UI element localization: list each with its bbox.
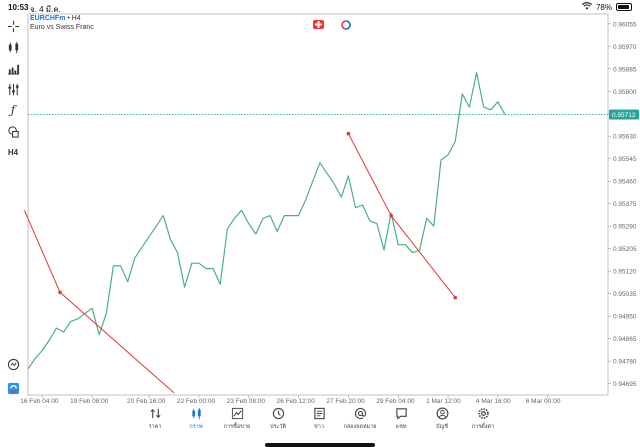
candles-icon[interactable]: [5, 39, 21, 55]
bar-chart-icon[interactable]: [5, 60, 21, 76]
status-date: จ. 4 มี.ค.: [30, 5, 61, 14]
x-tick-label: 6 Mar 00:00: [526, 398, 561, 404]
nav-chat-label: แชท: [395, 424, 407, 430]
nav-settings[interactable]: การตั้งค่า: [461, 407, 505, 431]
wifi-icon: [581, 2, 593, 12]
trendline-handle: [346, 131, 351, 136]
x-tick-label: 26 Feb 12:00: [277, 398, 316, 404]
y-tick-label: 0.94695: [613, 381, 637, 388]
settings-icon: [477, 408, 489, 419]
y-tick-label: 0.95375: [613, 201, 637, 208]
nav-accounts-label: บัญชี: [436, 424, 448, 430]
nav-mailbox[interactable]: กล่องจดหมาย: [338, 407, 382, 431]
price-chart[interactable]: 0.960550.959700.958850.958000.957150.956…: [0, 0, 640, 404]
price-line: [27, 72, 506, 370]
x-tick-label: 19 Feb 08:00: [70, 398, 109, 404]
nav-mailbox-label: กล่องจดหมาย: [343, 424, 377, 430]
status-time: 10:53: [8, 3, 29, 12]
nav-chart[interactable]: กราฟ: [174, 407, 218, 431]
crosshair-icon[interactable]: [5, 18, 21, 34]
nav-trade[interactable]: การซื้อขาย: [215, 407, 259, 431]
y-tick-label: 0.95205: [613, 246, 637, 253]
nav-quotes[interactable]: ราคา: [133, 407, 177, 431]
nav-accounts[interactable]: บัญชี: [420, 407, 464, 431]
y-tick-label: 0.95630: [613, 134, 637, 141]
nav-settings-label: การตั้งค่า: [471, 424, 495, 430]
drawing-toolbar: ƒ H4: [0, 14, 26, 404]
news-icon: [313, 407, 325, 420]
indicator-circle-icon[interactable]: [340, 19, 351, 30]
nav-chart-label: กราฟ: [189, 424, 203, 430]
y-tick-label: 0.95120: [613, 269, 637, 276]
nav-quotes-label: ราคา: [148, 424, 162, 430]
x-tick-label: 20 Feb 16:00: [127, 398, 166, 404]
trendline-handle: [453, 295, 458, 300]
x-tick-label: 4 Mar 16:00: [476, 398, 511, 404]
currency-flags: [313, 19, 351, 30]
y-tick-label: 0.94865: [613, 336, 637, 343]
y-tick-label: 0.95035: [613, 291, 637, 298]
y-tick-label: 0.94950: [613, 314, 637, 321]
bottom-nav: ราคา กราฟ การซื้อขาย ประวัติ ข่าว กล่องจ…: [0, 404, 640, 447]
nav-history[interactable]: ประวัติ: [256, 407, 300, 431]
trade-icon: [231, 407, 243, 420]
trendline: [347, 133, 456, 298]
x-tick-label: 27 Feb 20:00: [326, 398, 365, 404]
status-right: 78%: [581, 2, 632, 12]
broker-logo-icon[interactable]: [5, 380, 21, 396]
nav-history-label: ประวัติ: [269, 424, 287, 430]
nav-trade-label: การซื้อขาย: [223, 424, 251, 430]
symbol-description: Euro vs Swiss Franc: [30, 24, 94, 31]
chart-icon: [191, 407, 201, 420]
chart-header: EURCHFm • H4 Euro vs Swiss Franc: [30, 14, 94, 32]
y-tick-label: 0.95545: [613, 156, 637, 163]
current-price-label: 0.95712: [612, 112, 636, 119]
indicators-icon[interactable]: [5, 81, 21, 97]
function-icon[interactable]: ƒ: [10, 103, 16, 117]
nav-news-label: ข่าว: [314, 424, 324, 430]
timeframe-button[interactable]: H4: [7, 147, 19, 157]
y-tick-label: 0.95970: [613, 44, 637, 51]
timeframe-label: H4: [71, 15, 81, 22]
home-indicator: [265, 443, 375, 447]
current-price-tag: [609, 109, 639, 120]
history-icon: [272, 407, 284, 420]
y-tick-label: 0.96055: [613, 21, 637, 28]
y-tick-label: 0.95460: [613, 179, 637, 186]
status-bar: 10:53 จ. 4 มี.ค. 78%: [0, 0, 640, 14]
battery-icon: [616, 3, 632, 11]
y-tick-label: 0.95885: [613, 66, 637, 73]
trendline-handle: [389, 213, 393, 218]
x-tick-label: 16 Feb 04:00: [20, 398, 59, 404]
zoom-icon[interactable]: [5, 356, 21, 372]
nav-news[interactable]: ข่าว: [297, 407, 341, 431]
battery-percent: 78%: [595, 2, 612, 12]
separator: •: [65, 15, 72, 22]
trendline: [23, 210, 175, 394]
account-icon: [436, 407, 448, 420]
y-tick-label: 0.94780: [613, 359, 637, 366]
x-tick-label: 23 Feb 08:00: [227, 398, 266, 404]
y-tick-label: 0.95290: [613, 224, 637, 231]
nav-chat[interactable]: แชท: [379, 407, 423, 431]
x-tick-label: 22 Feb 00:00: [177, 398, 216, 404]
y-tick-label: 0.95800: [613, 89, 637, 96]
symbol-name[interactable]: EURCHFm: [30, 15, 66, 22]
objects-icon[interactable]: [5, 123, 21, 139]
mail-icon: [354, 407, 366, 419]
plot-frame: [27, 13, 609, 396]
arrows-icon: [149, 408, 161, 419]
trendline-handle: [58, 290, 62, 295]
x-tick-label: 29 Feb 04:00: [376, 398, 415, 404]
chat-icon: [395, 408, 407, 420]
swiss-flag-icon[interactable]: [313, 20, 324, 29]
x-tick-label: 1 Mar 12:00: [426, 398, 461, 404]
